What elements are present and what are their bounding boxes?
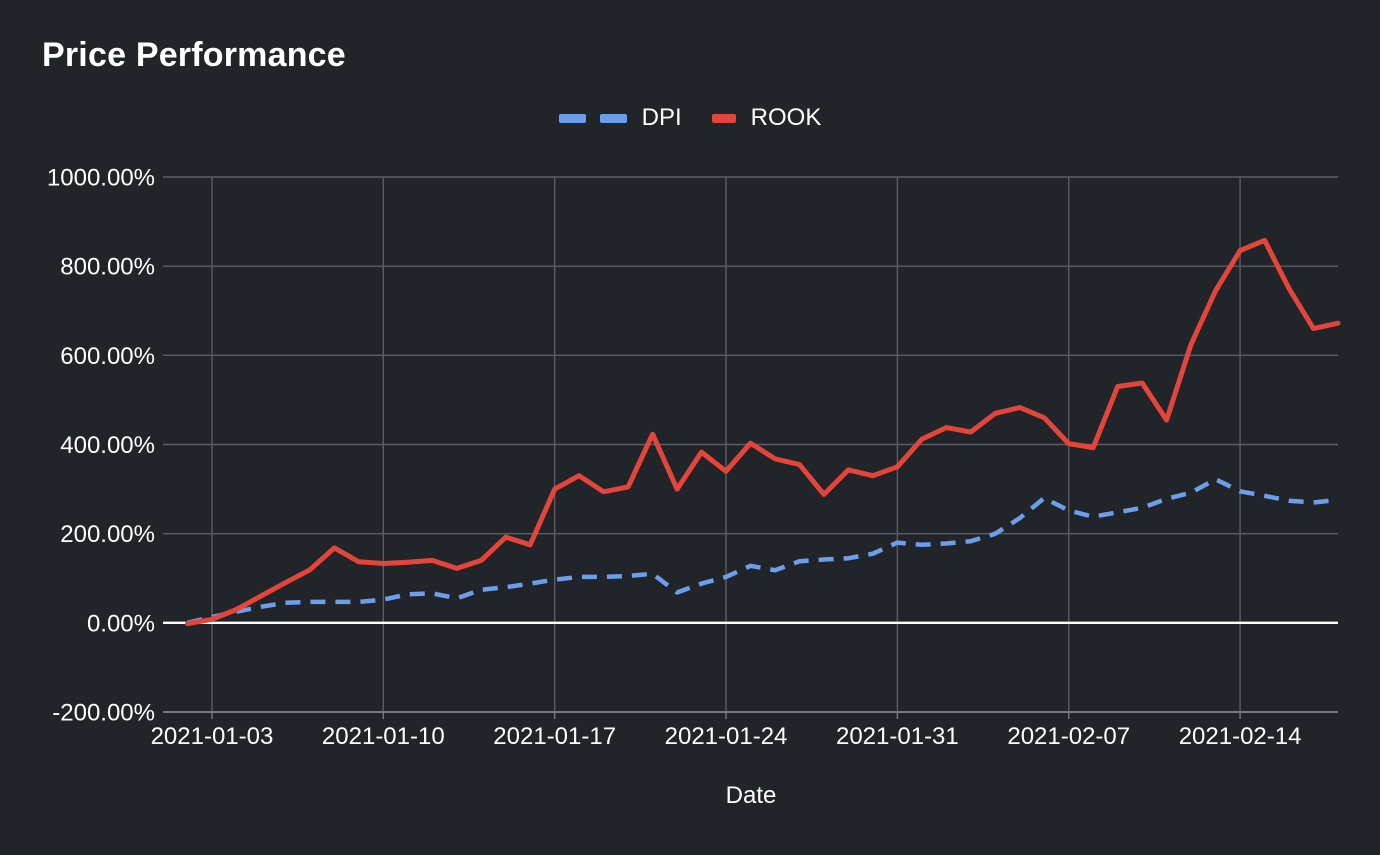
x-tick-label: 2021-01-17 <box>493 723 616 750</box>
legend-label-dpi: DPI <box>641 104 682 131</box>
y-tick-label: 600.00% <box>60 343 155 370</box>
dpi-dashed-line-swatch <box>558 113 627 123</box>
y-tick-label: 0.00% <box>87 610 155 637</box>
y-tick-label: 400.00% <box>60 432 155 459</box>
dpi-dash-icon <box>558 113 586 123</box>
x-tick-label: 2021-01-24 <box>665 723 788 750</box>
x-tick-label: 2021-02-07 <box>1007 723 1130 750</box>
x-tick-label: 2021-01-03 <box>151 723 274 750</box>
x-tick-label: 2021-02-14 <box>1179 723 1302 750</box>
page-title: Price Performance <box>42 36 346 74</box>
y-tick-label: 1000.00% <box>47 165 155 192</box>
chart-legend: DPI ROOK <box>0 104 1380 132</box>
series-line-rook <box>185 237 1341 627</box>
legend-label-rook: ROOK <box>750 104 822 131</box>
dpi-dash-icon <box>599 113 627 123</box>
y-tick-label: 800.00% <box>60 254 155 281</box>
y-tick-label: 200.00% <box>60 521 155 548</box>
legend-item-rook: ROOK <box>711 104 822 132</box>
x-tick-label: 2021-01-31 <box>836 723 959 750</box>
legend-item-dpi: DPI <box>558 104 682 132</box>
y-tick-label: -200.00% <box>52 700 155 727</box>
x-axis-title: Date <box>726 782 777 809</box>
series-line-dpi <box>186 477 1339 625</box>
rook-solid-line-swatch <box>711 113 736 123</box>
x-tick-label: 2021-01-10 <box>322 723 445 750</box>
